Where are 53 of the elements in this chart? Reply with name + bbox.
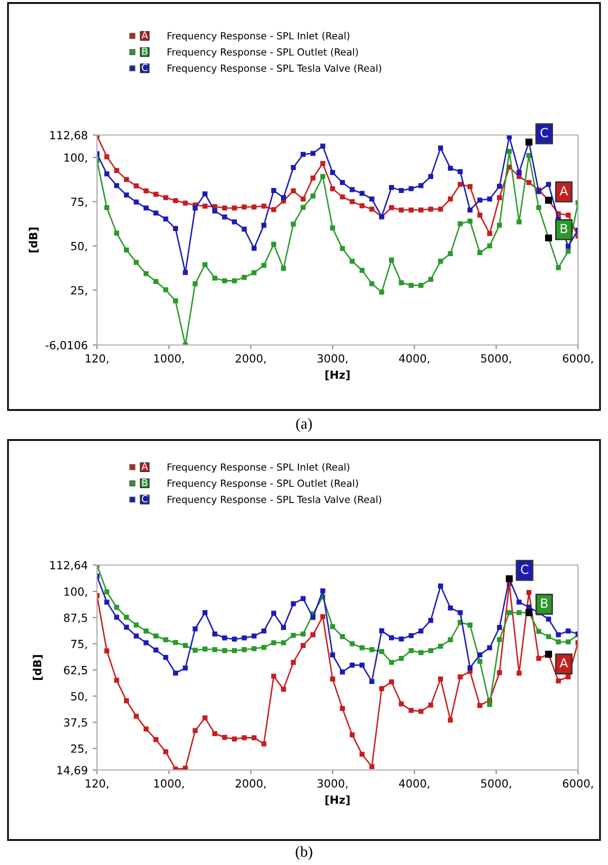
x-tick-label: 6000, bbox=[562, 779, 593, 789]
y-tick-label: 112,68 bbox=[50, 130, 88, 141]
text: C bbox=[142, 495, 148, 502]
x-tick-label: 2000, bbox=[236, 779, 266, 789]
y-tick-label: 50, bbox=[71, 242, 87, 252]
text: B bbox=[142, 48, 148, 55]
x-tick-label: 3000, bbox=[318, 354, 348, 364]
x-tick-label: 1000, bbox=[154, 779, 184, 789]
annotation: A bbox=[560, 658, 568, 668]
x-tick-label: 6000, bbox=[562, 354, 593, 364]
y-tick-label: -6,0106 bbox=[46, 340, 88, 351]
y-tick-label: 100, bbox=[64, 587, 87, 597]
legend-label: Frequency Response - SPL Inlet (Real) bbox=[168, 32, 350, 42]
y-tick-label: 14,69 bbox=[57, 766, 88, 776]
annotation: C bbox=[540, 128, 548, 138]
annotation: C bbox=[520, 564, 528, 574]
x-tick-label: 5000, bbox=[481, 354, 512, 364]
y-tick-label: 112,64 bbox=[50, 560, 88, 571]
text: A bbox=[141, 31, 148, 39]
text: C bbox=[142, 64, 148, 72]
y-tick-label: 75, bbox=[71, 640, 87, 650]
x-tick-label: 4000, bbox=[399, 779, 430, 789]
y-axis-title: [dB] bbox=[32, 655, 43, 680]
x-tick-label: 2000, bbox=[236, 354, 266, 364]
legend-label: Frequency Response - SPL Tesla Valve (Real) bbox=[168, 64, 382, 74]
y-tick-label: 100, bbox=[64, 153, 87, 163]
text: B bbox=[142, 478, 148, 486]
legend-label: Frequency Response - SPL Outlet (Real) bbox=[168, 48, 358, 58]
y-tick-label: 25, bbox=[71, 744, 87, 754]
text: (a) bbox=[296, 418, 312, 432]
x-tick-label: 3000, bbox=[318, 779, 348, 789]
y-tick-label: 62,5 bbox=[64, 666, 87, 676]
x-axis-title: [Hz] bbox=[325, 795, 350, 806]
y-tick-label: 87,5 bbox=[64, 614, 87, 624]
annotation: B bbox=[541, 598, 548, 608]
x-tick-label: 120, bbox=[86, 779, 108, 789]
y-tick-label: 75, bbox=[71, 198, 87, 208]
text: (b) bbox=[296, 846, 312, 860]
annotation: A bbox=[560, 186, 568, 196]
y-tick-label: 25, bbox=[71, 286, 87, 296]
y-tick-label: 50, bbox=[71, 692, 87, 702]
legend-label: Frequency Response - SPL Outlet (Real) bbox=[168, 479, 358, 489]
y-axis-title: [dB] bbox=[28, 228, 39, 252]
x-tick-label: 4000, bbox=[399, 354, 430, 364]
annotation: B bbox=[560, 224, 568, 234]
y-tick-label: 37,5 bbox=[64, 718, 87, 728]
x-tick-label: 120, bbox=[86, 354, 108, 364]
legend-label: Frequency Response - SPL Inlet (Real) bbox=[168, 463, 350, 473]
x-tick-label: 1000, bbox=[154, 354, 184, 364]
text: A bbox=[141, 462, 148, 470]
x-axis-title: [Hz] bbox=[325, 370, 350, 380]
legend-label: Frequency Response - SPL Tesla Valve (Real) bbox=[168, 496, 382, 505]
x-tick-label: 5000, bbox=[481, 779, 512, 789]
